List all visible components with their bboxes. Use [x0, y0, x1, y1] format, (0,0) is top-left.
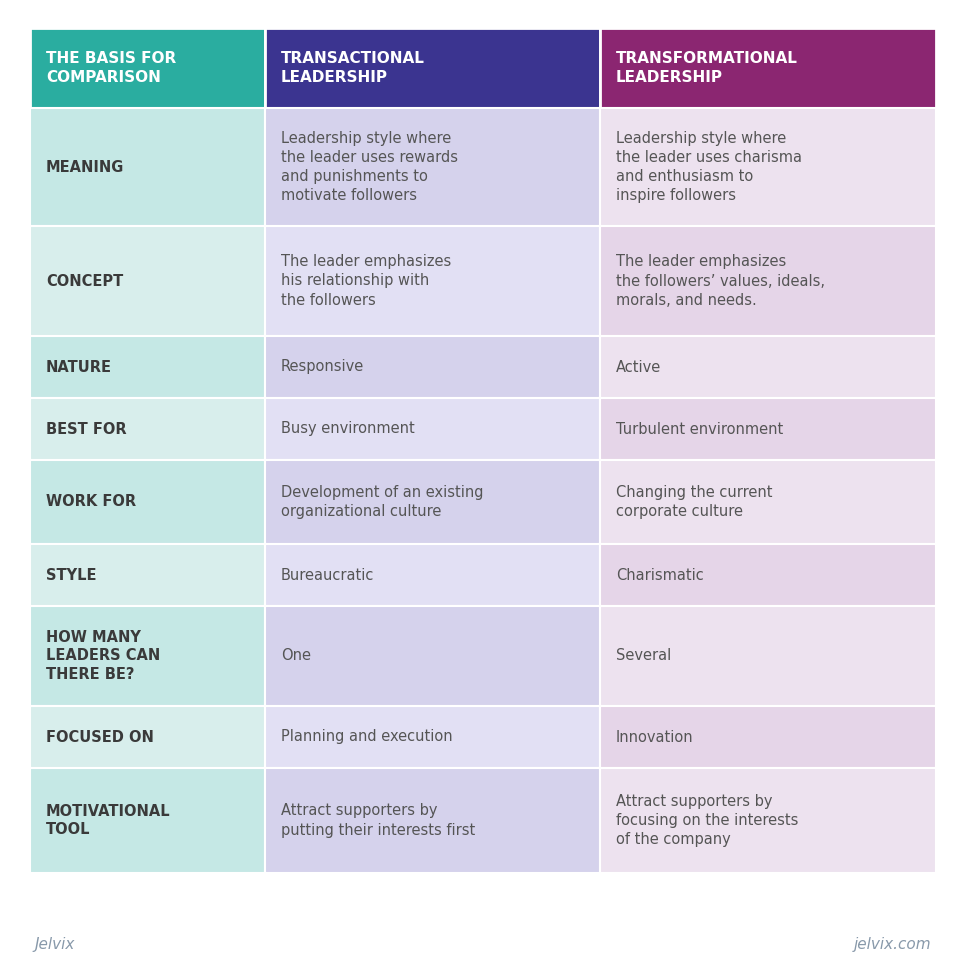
Text: One: One: [281, 648, 311, 664]
Bar: [30, 460, 265, 544]
Bar: [30, 544, 265, 606]
Bar: [265, 706, 600, 768]
Bar: [600, 606, 936, 706]
Text: Innovation: Innovation: [616, 730, 694, 744]
Text: Turbulent environment: Turbulent environment: [616, 421, 783, 437]
Text: The leader emphasizes
his relationship with
the followers: The leader emphasizes his relationship w…: [281, 254, 451, 307]
Bar: [265, 606, 600, 706]
Text: Jelvix: Jelvix: [35, 938, 75, 953]
Text: WORK FOR: WORK FOR: [46, 494, 136, 510]
Bar: [30, 706, 265, 768]
Text: Busy environment: Busy environment: [281, 421, 414, 437]
Bar: [600, 108, 936, 226]
Text: Attract supporters by
putting their interests first: Attract supporters by putting their inte…: [281, 804, 475, 838]
Bar: [30, 336, 265, 398]
Bar: [600, 226, 936, 336]
Text: NATURE: NATURE: [46, 359, 112, 375]
Bar: [600, 706, 936, 768]
Text: Planning and execution: Planning and execution: [281, 730, 453, 744]
Bar: [30, 398, 265, 460]
Bar: [30, 108, 265, 226]
Bar: [265, 460, 600, 544]
Bar: [600, 28, 936, 108]
Text: Leadership style where
the leader uses rewards
and punishments to
motivate follo: Leadership style where the leader uses r…: [281, 130, 458, 203]
Bar: [600, 398, 936, 460]
Bar: [30, 768, 265, 873]
Bar: [30, 226, 265, 336]
Text: jelvix.com: jelvix.com: [853, 938, 931, 953]
Bar: [30, 28, 265, 108]
Bar: [265, 398, 600, 460]
Text: STYLE: STYLE: [46, 567, 97, 583]
Text: The leader emphasizes
the followers’ values, ideals,
morals, and needs.: The leader emphasizes the followers’ val…: [616, 254, 825, 307]
Text: Development of an existing
organizational culture: Development of an existing organizationa…: [281, 485, 484, 520]
Bar: [30, 606, 265, 706]
Bar: [265, 28, 600, 108]
Text: Bureaucratic: Bureaucratic: [281, 567, 375, 583]
Text: MOTIVATIONAL
TOOL: MOTIVATIONAL TOOL: [46, 804, 171, 838]
Text: Charismatic: Charismatic: [616, 567, 704, 583]
Text: Responsive: Responsive: [281, 359, 364, 375]
Text: Attract supporters by
focusing on the interests
of the company: Attract supporters by focusing on the in…: [616, 794, 798, 847]
Text: Several: Several: [616, 648, 671, 664]
Text: TRANSFORMATIONAL
LEADERSHIP: TRANSFORMATIONAL LEADERSHIP: [616, 51, 798, 85]
Text: Active: Active: [616, 359, 662, 375]
Text: Changing the current
corporate culture: Changing the current corporate culture: [616, 485, 773, 520]
Text: TRANSACTIONAL
LEADERSHIP: TRANSACTIONAL LEADERSHIP: [281, 51, 425, 85]
Bar: [265, 108, 600, 226]
Text: HOW MANY
LEADERS CAN
THERE BE?: HOW MANY LEADERS CAN THERE BE?: [46, 630, 160, 682]
Text: MEANING: MEANING: [46, 160, 125, 174]
Bar: [600, 336, 936, 398]
Text: CONCEPT: CONCEPT: [46, 273, 124, 289]
Bar: [265, 336, 600, 398]
Bar: [600, 544, 936, 606]
Bar: [265, 544, 600, 606]
Text: THE BASIS FOR
COMPARISON: THE BASIS FOR COMPARISON: [46, 51, 176, 85]
Text: FOCUSED ON: FOCUSED ON: [46, 730, 154, 744]
Text: Leadership style where
the leader uses charisma
and enthusiasm to
inspire follow: Leadership style where the leader uses c…: [616, 130, 802, 203]
Bar: [265, 768, 600, 873]
Bar: [600, 768, 936, 873]
Bar: [600, 460, 936, 544]
Bar: [265, 226, 600, 336]
Text: BEST FOR: BEST FOR: [46, 421, 127, 437]
